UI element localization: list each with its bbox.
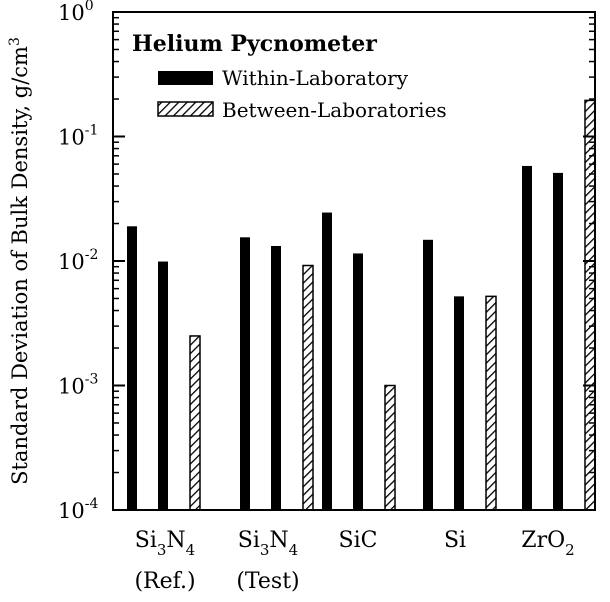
bar-within-laboratory [127, 226, 137, 511]
y-tick-exponent: 0 [85, 0, 94, 14]
y-tick-exponent: -4 [85, 496, 99, 512]
x-label-main: Si [444, 528, 466, 553]
x-label-subscript: 2 [565, 541, 575, 559]
y-tick-base: 10 [58, 1, 85, 25]
x-label-subscript: 3 [260, 541, 270, 559]
x-label-subscript: 3 [157, 541, 167, 559]
y-tick-label: 10-2 [58, 247, 98, 274]
bar-within-laboratory [271, 245, 281, 511]
x-tick-label: Si3N4 [135, 528, 195, 559]
y-tick-label: 10-4 [58, 496, 98, 523]
y-tick-base: 10 [58, 126, 85, 150]
x-label-mid: N [166, 528, 185, 553]
x-tick-label: Si3N4 [238, 528, 298, 559]
y-tick-base: 10 [58, 250, 85, 274]
y-tick-base: 10 [58, 499, 85, 523]
x-tick-label: SiC [339, 528, 378, 553]
y-tick-exponent: -1 [85, 123, 99, 139]
y-tick-label: 10-1 [58, 123, 98, 150]
x-label-main: ZrO [521, 528, 565, 553]
x-tick-label: Si [444, 528, 466, 553]
bar-between-laboratories [302, 264, 314, 511]
y-tick-label: 100 [58, 0, 94, 25]
y-tick-exponent: -2 [85, 247, 99, 263]
bars-layer [127, 99, 596, 511]
x-tick-label: ZrO2 [521, 528, 574, 559]
x-label-main: Si [238, 528, 260, 553]
x-tick-label-line2: (Test) [236, 569, 299, 594]
bar-between-laboratories [189, 335, 201, 511]
y-tick-exponent: -3 [85, 372, 99, 388]
x-label-main: SiC [339, 528, 378, 553]
bar-within-laboratory [553, 172, 563, 510]
bar-between-laboratories [584, 99, 596, 511]
legend-swatch-within [158, 71, 213, 85]
chart-title: Helium Pycnometer [132, 31, 377, 57]
y-tick-base: 10 [58, 375, 85, 399]
bar-within-laboratory [158, 261, 168, 510]
x-axis-labels: Si3N4(Ref.)Si3N4(Test)SiC Si ZrO2 [134, 528, 574, 594]
y-tick-label: 10-3 [58, 372, 98, 399]
legend-label-between: Between-Laboratories [222, 98, 447, 122]
bar-between-laboratories [384, 384, 396, 511]
legend-swatch-between [157, 101, 214, 117]
legend-label-within: Within-Laboratory [222, 66, 409, 90]
bar-between-laboratories [485, 295, 497, 511]
bar-within-laboratory [322, 212, 332, 510]
y-axis-label-text: Standard Deviation of Bulk Density, g/cm [8, 46, 32, 485]
bar-within-laboratory [353, 253, 363, 510]
y-axis-label-sup: 3 [7, 37, 23, 46]
bar-within-laboratory [423, 239, 433, 510]
x-label-main: Si [135, 528, 157, 553]
x-label-mid: N [269, 528, 288, 553]
bar-within-laboratory [240, 237, 250, 510]
x-tick-label-line2: (Ref.) [134, 569, 195, 594]
y-axis-label: Standard Deviation of Bulk Density, g/cm… [7, 37, 32, 485]
x-label-subscript: 4 [289, 541, 299, 559]
bar-within-laboratory [522, 165, 532, 510]
x-label-subscript: 4 [186, 541, 196, 559]
bar-within-laboratory [454, 296, 464, 510]
